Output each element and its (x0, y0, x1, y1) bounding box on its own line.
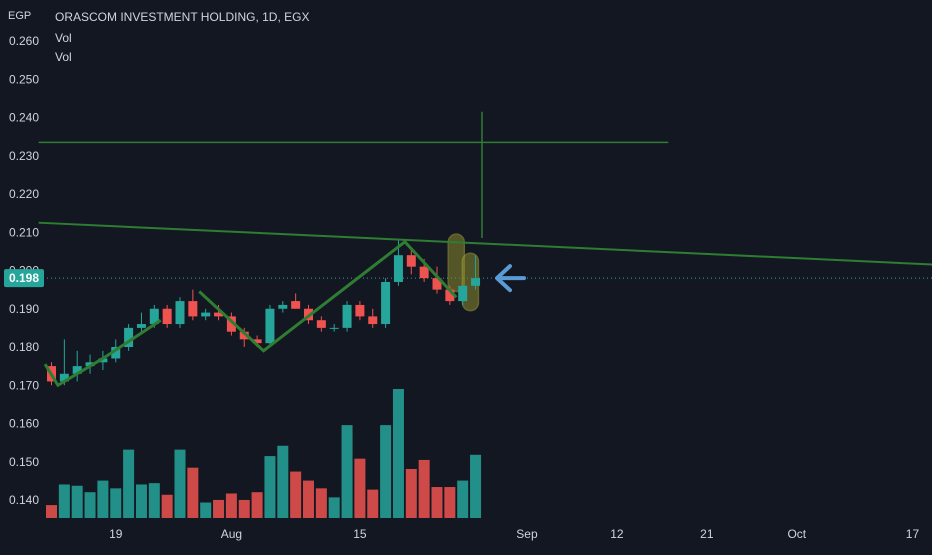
last-price-label-bg (4, 269, 44, 288)
candle-body (381, 281, 391, 325)
volume-bar (161, 494, 173, 518)
last-price-label: 0.198 (9, 271, 39, 285)
zigzag-pattern (198, 239, 458, 353)
volume-bar (174, 449, 186, 518)
volume-bar (187, 467, 199, 518)
volume-bar (71, 485, 83, 518)
volume-bar (431, 487, 443, 518)
candle-body (265, 308, 275, 344)
candle-body (136, 324, 146, 328)
x-tick-label: Sep (516, 527, 538, 541)
candle-body (226, 316, 236, 332)
volume-bar (418, 459, 430, 518)
candle-body (239, 331, 249, 340)
y-tick-label: 0.140 (9, 493, 39, 507)
candle-body (124, 327, 134, 347)
candle-body (291, 301, 301, 309)
volume-bar (303, 480, 314, 518)
candle-body (406, 255, 416, 267)
volume-bar (405, 468, 417, 518)
candle-body (419, 266, 429, 279)
y-tick-label: 0.240 (9, 111, 39, 125)
volume-bar (444, 487, 456, 518)
candle-body (214, 312, 224, 317)
chart-title[interactable]: ORASCOM INVESTMENT HOLDING, 1D, EGX (55, 10, 310, 24)
volume-bar (264, 456, 276, 518)
y-tick-label: 0.250 (9, 72, 39, 86)
candle-body (175, 301, 185, 325)
candle-body (316, 320, 326, 328)
y-tick-label: 0.150 (9, 455, 39, 469)
volume-bar (328, 497, 340, 518)
volume-bar (213, 499, 225, 518)
candle-body (72, 366, 82, 374)
volume-bar (148, 483, 160, 518)
candle-body (252, 339, 262, 344)
y-tick-label: 0.180 (9, 340, 39, 354)
volume-bar (341, 425, 353, 518)
volume-bar (46, 505, 57, 518)
volume-bar (200, 502, 212, 518)
trendline (38, 221, 932, 266)
candle-body (445, 289, 455, 302)
candle-body (162, 308, 172, 325)
x-tick-label: 21 (700, 527, 714, 541)
x-tick-label: Oct (787, 527, 806, 541)
candle-body (471, 278, 481, 286)
candle-body (393, 255, 403, 282)
y-tick-label: 0.160 (9, 417, 39, 431)
volume-indicator-label-2[interactable]: Vol (55, 50, 72, 64)
volume-bar (470, 454, 482, 518)
y-tick-label: 0.210 (9, 225, 39, 239)
y-tick-label: 0.230 (9, 149, 39, 163)
volume-bar (225, 493, 237, 518)
volume-bar (135, 484, 147, 518)
candle-body (188, 301, 198, 317)
volume-bar (367, 489, 379, 518)
candle-body (355, 304, 365, 317)
volume-bar (58, 484, 70, 518)
candle-body (329, 327, 339, 329)
candle-body (149, 308, 159, 325)
volume-bar (238, 499, 250, 518)
volume-bar (97, 480, 109, 518)
volume-bar (277, 445, 289, 518)
currency-label: EGP (8, 10, 32, 22)
volume-bar (110, 488, 122, 518)
y-tick-label: 0.220 (9, 187, 39, 201)
volume-bar (123, 449, 135, 518)
candle-body (342, 304, 352, 328)
candle-body (59, 373, 69, 382)
candle-body (98, 358, 108, 363)
volume-bar (251, 492, 263, 518)
volume-bar (290, 471, 302, 518)
x-tick-label: 15 (353, 527, 367, 541)
candle-body (278, 304, 288, 309)
volume-bar (84, 492, 96, 518)
volume-bar (380, 425, 392, 518)
volume-indicator-label[interactable]: Vol (55, 31, 72, 45)
y-tick-label: 0.260 (9, 34, 39, 48)
candle-body (368, 316, 378, 325)
x-tick-label: 12 (610, 527, 624, 541)
candle-body (111, 347, 121, 359)
volume-bar (457, 480, 469, 518)
x-tick-label: 19 (109, 527, 123, 541)
x-tick-label: 17 (906, 527, 920, 541)
x-tick-label: Aug (221, 527, 242, 541)
candle-body (85, 362, 95, 367)
candle-body (201, 312, 211, 317)
candle-body (458, 285, 468, 302)
y-tick-label: 0.190 (9, 302, 39, 316)
zigzag-pattern (43, 318, 162, 388)
volume-bar (354, 458, 366, 518)
candle-body (432, 278, 442, 290)
y-tick-label: 0.170 (9, 378, 39, 392)
volume-bar (392, 389, 404, 518)
volume-bar (315, 488, 327, 518)
left-arrow (495, 264, 526, 293)
